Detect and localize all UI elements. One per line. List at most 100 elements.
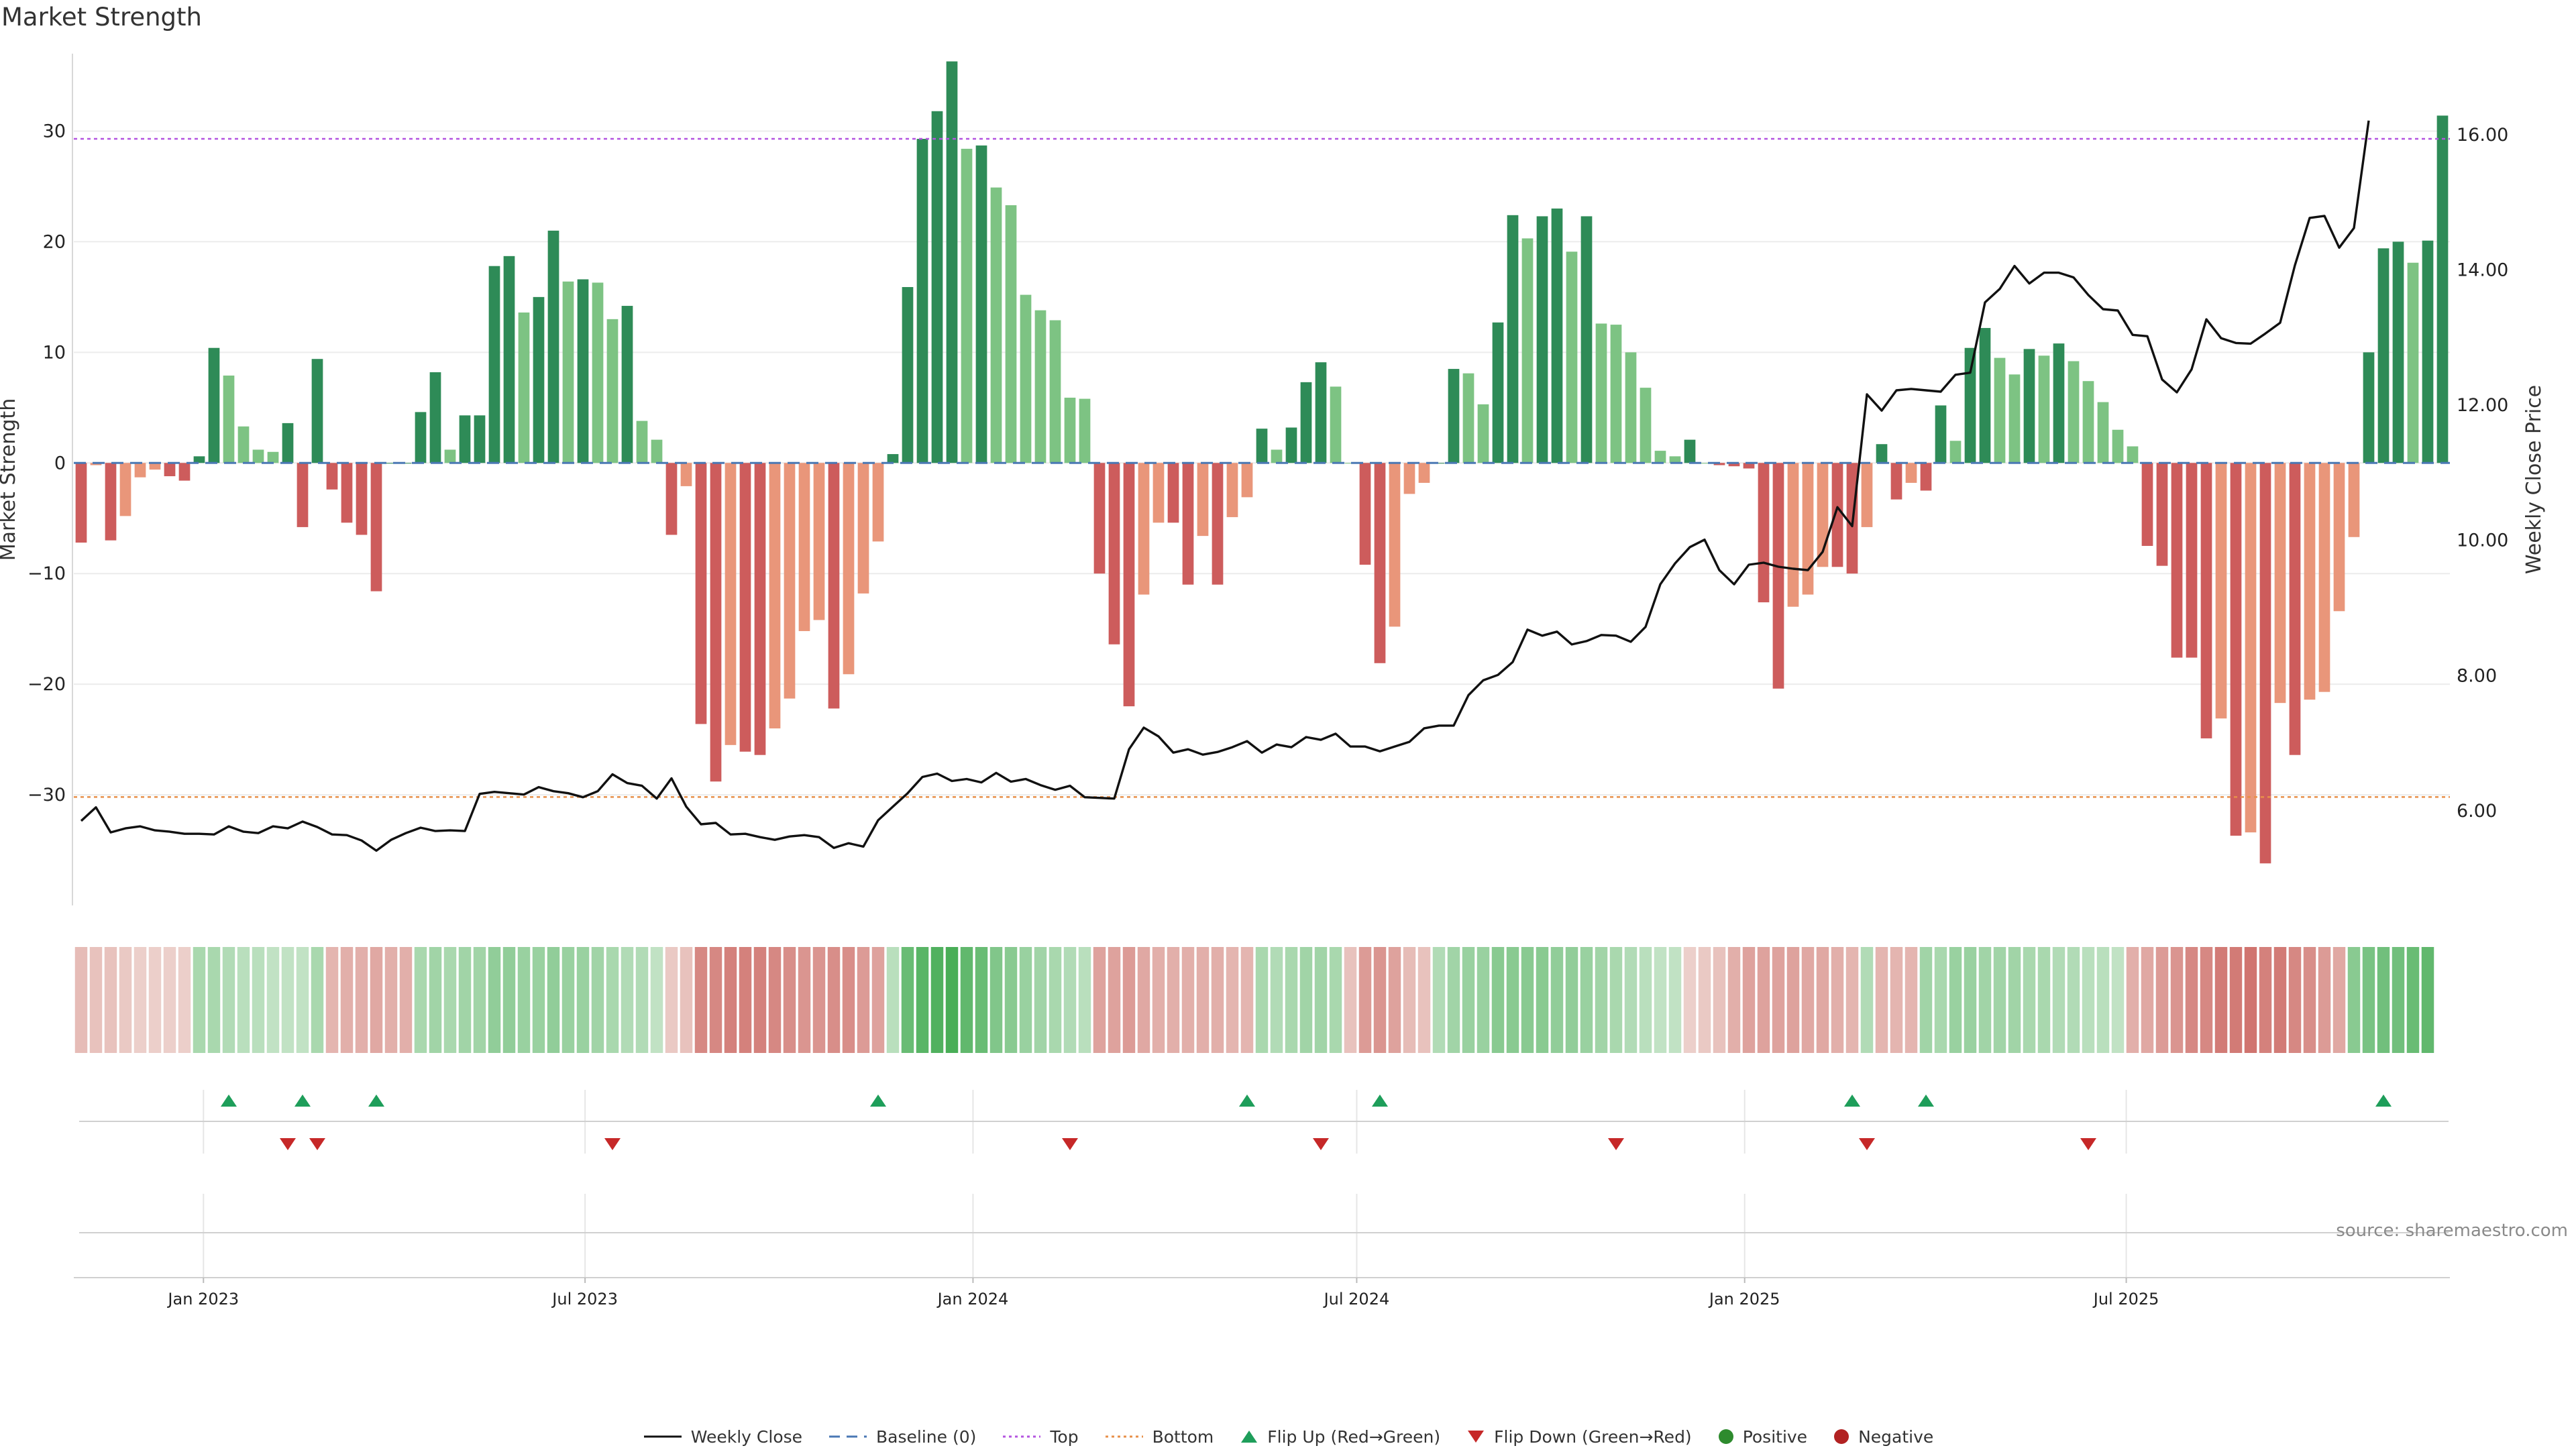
y-tick-label: 0: [54, 453, 66, 473]
strength-bar: [1389, 463, 1401, 627]
heat-cell: [296, 947, 309, 1053]
heat-cell: [960, 947, 973, 1053]
strength-bar: [2141, 463, 2153, 546]
heat-cell: [1299, 947, 1313, 1053]
heat-cell: [930, 947, 944, 1053]
heat-cell: [2214, 947, 2228, 1053]
heat-cell: [2406, 947, 2420, 1053]
heat-cell: [1019, 947, 1032, 1053]
legend-item-flip-up[interactable]: Flip Up (Red→Green): [1239, 1427, 1440, 1447]
strength-bar: [119, 463, 131, 516]
strength-bar: [223, 375, 235, 463]
heat-cell: [1698, 947, 1711, 1053]
heat-cell: [724, 947, 737, 1053]
heat-cell: [2023, 947, 2036, 1053]
strength-bar: [237, 426, 250, 463]
strength-bar: [2068, 361, 2080, 463]
strength-bar: [2097, 402, 2109, 463]
strength-bar: [2053, 343, 2065, 463]
legend-item-negative[interactable]: Negative: [1833, 1427, 1933, 1447]
strength-bar: [1256, 429, 1268, 463]
heat-cell: [148, 947, 162, 1053]
heat-cell: [1211, 947, 1224, 1053]
strength-bar: [1949, 441, 1962, 463]
heat-cell: [650, 947, 663, 1053]
strength-bar: [547, 230, 559, 463]
heat-cell: [1403, 947, 1416, 1053]
strength-bar: [695, 463, 707, 724]
flip-up-marker: [870, 1095, 886, 1107]
y2-tick-label: 16.00: [2457, 125, 2508, 146]
heat-cell: [1580, 947, 1593, 1053]
heat-cell: [1388, 947, 1401, 1053]
strength-bar: [1034, 310, 1046, 463]
flip-up-marker: [294, 1095, 311, 1107]
dot-icon: [1718, 1429, 1733, 1444]
strength-bar: [1330, 386, 1342, 463]
flip-down-marker: [280, 1138, 296, 1150]
heat-cell: [989, 947, 1003, 1053]
heat-cell: [1786, 947, 1800, 1053]
heat-cell: [2362, 947, 2375, 1053]
heat-cell: [1521, 947, 1534, 1053]
strength-bar: [1138, 463, 1150, 595]
strength-bar: [429, 372, 441, 463]
heat-cell: [2126, 947, 2139, 1053]
heat-cell: [694, 947, 708, 1053]
strength-bar: [2289, 463, 2301, 755]
strength-bar: [2023, 349, 2035, 463]
strength-bar: [1403, 463, 1415, 494]
source-note: source: sharemaestro.com: [2336, 1221, 2568, 1241]
heat-cell: [399, 947, 413, 1053]
heat-cell: [1344, 947, 1357, 1053]
heat-cell: [1668, 947, 1682, 1053]
heat-cell: [281, 947, 294, 1053]
heat-cell: [2141, 947, 2154, 1053]
flip-up-marker: [221, 1095, 237, 1107]
strength-bar: [208, 347, 220, 463]
heat-cell: [739, 947, 752, 1053]
strength-bar: [1226, 463, 1238, 518]
legend-item-bottom[interactable]: Bottom: [1104, 1427, 1214, 1447]
strength-bar: [282, 423, 294, 463]
strength-bar: [1108, 463, 1120, 645]
strength-bar: [134, 463, 146, 478]
heat-cell: [2185, 947, 2198, 1053]
strength-bar: [680, 463, 692, 486]
heat-cell: [502, 947, 516, 1053]
legend-item-flip-down[interactable]: Flip Down (Green→Red): [1466, 1427, 1692, 1447]
strength-bar: [1477, 404, 1489, 463]
y2-tick-label: 6.00: [2457, 801, 2497, 822]
legend-item-top[interactable]: Top: [1002, 1427, 1079, 1447]
heat-cell: [473, 947, 486, 1053]
strength-bar: [1831, 463, 1843, 567]
y-tick-label: 10: [43, 342, 66, 363]
heat-cell: [340, 947, 354, 1053]
legend-item-weekly-close[interactable]: Weekly Close: [643, 1427, 802, 1447]
heat-cell: [1108, 947, 1121, 1053]
heat-cell: [2037, 947, 2051, 1053]
strength-bar: [1802, 463, 1814, 595]
strength-bar: [415, 412, 427, 463]
heat-cell: [266, 947, 280, 1053]
heat-cell: [2392, 947, 2405, 1053]
heat-cell: [1624, 947, 1638, 1053]
heat-cell: [576, 947, 590, 1053]
heat-cell: [1285, 947, 1298, 1053]
heat-cell: [2111, 947, 2125, 1053]
flip-down-marker: [1313, 1138, 1329, 1150]
heat-cell: [1890, 947, 1903, 1053]
legend-item-baseline[interactable]: Baseline (0): [828, 1427, 976, 1447]
heat-cell: [74, 947, 88, 1053]
strength-bar: [2112, 429, 2124, 463]
strength-bar: [1536, 216, 1548, 463]
heat-cell: [104, 947, 117, 1053]
legend-label: Bottom: [1152, 1427, 1214, 1447]
strength-bar: [843, 463, 855, 675]
strength-bar: [518, 312, 530, 463]
legend-item-positive[interactable]: Positive: [1717, 1427, 1807, 1447]
dot-icon: [1834, 1429, 1849, 1444]
strength-bar: [2333, 463, 2345, 612]
heat-cell: [1772, 947, 1785, 1053]
flip-up-marker: [1844, 1095, 1860, 1107]
